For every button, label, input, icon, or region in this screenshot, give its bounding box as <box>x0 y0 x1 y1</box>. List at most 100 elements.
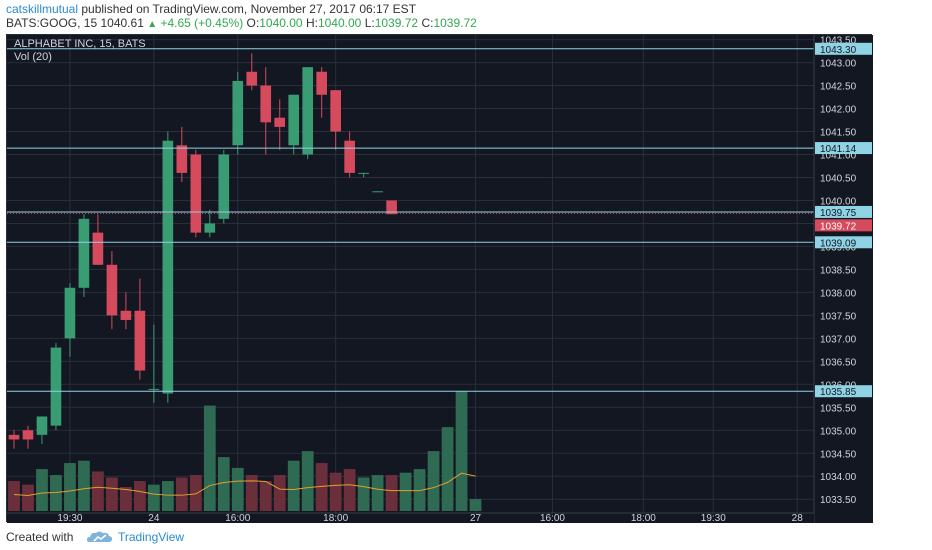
volume-bar <box>106 477 118 511</box>
symbol-label: BATS:GOOG, 15 <box>6 16 98 30</box>
price-tick-label: 1038.50 <box>820 265 857 276</box>
candle-body <box>372 191 383 193</box>
last-price: 1040.61 <box>100 16 144 30</box>
level-price-label: 1039.09 <box>820 238 857 249</box>
low-value: 1039.72 <box>374 16 419 30</box>
published-text: published on TradingView.com, November 2… <box>78 2 417 16</box>
candle-body <box>246 71 258 86</box>
volume-bar <box>357 477 370 511</box>
candle-body <box>120 310 132 320</box>
candle-body <box>78 218 90 288</box>
candle-body <box>50 347 62 426</box>
footer: Created with TradingView <box>0 526 932 550</box>
candle-body <box>36 416 48 435</box>
volume-bar <box>287 460 300 511</box>
candle-body <box>176 145 188 173</box>
candle-body <box>134 310 146 371</box>
volume-bar <box>217 457 230 511</box>
volume-bar <box>273 475 286 511</box>
price-tick-label: 1042.50 <box>820 82 857 93</box>
candle-body <box>218 154 230 219</box>
volume-bar <box>413 469 426 511</box>
up-arrow-icon: ▲ <box>147 19 158 30</box>
price-tick-label: 1038.00 <box>820 288 857 299</box>
high-value: 1040.00 <box>317 16 362 30</box>
level-price-label: 1043.30 <box>820 45 857 56</box>
candle-body <box>288 94 300 146</box>
price-tick-label: 1037.50 <box>820 311 857 322</box>
author-link[interactable]: catskillmutual <box>6 2 79 16</box>
volume-bar <box>231 467 244 511</box>
price-tick-label: 1035.00 <box>820 426 857 437</box>
volume-bar <box>343 469 356 511</box>
price-tick-label: 1037.00 <box>820 334 857 345</box>
volume-bar <box>399 472 412 511</box>
price-tick-label: 1041.00 <box>820 151 857 162</box>
last-price-label: 1039.72 <box>820 221 857 232</box>
volume-bar <box>245 475 258 511</box>
time-tick-label: 19:30 <box>701 513 726 523</box>
open-value: 1040.00 <box>259 16 303 30</box>
publish-line: catskillmutual published on TradingView.… <box>6 2 416 17</box>
time-axis-bg <box>7 513 814 523</box>
level-price-label-bg <box>815 236 872 249</box>
level-price-label: 1041.14 <box>820 144 857 155</box>
time-tick-label: 18:00 <box>323 513 348 523</box>
close-label: C: <box>421 16 434 30</box>
candle-body <box>162 140 174 394</box>
time-tick-label: 16:00 <box>540 513 565 523</box>
level-price-label: 1039.75 <box>820 208 857 219</box>
candle-body <box>274 117 286 127</box>
tradingview-brand[interactable]: TradingView <box>118 530 185 544</box>
time-tick-label: 27 <box>470 513 482 523</box>
ohlc-line: BATS:GOOG, 15 1040.61 ▲ +4.65 (+0.45%) O… <box>6 16 477 32</box>
price-tick-label: 1043.50 <box>820 36 857 47</box>
price-tick-label: 1034.50 <box>820 449 857 460</box>
volume-bar <box>175 477 188 511</box>
chart-panel[interactable]: 1043.50 1043.00 1042.50 1042.00 1041.50 1041.… <box>6 34 873 523</box>
high-label: H: <box>305 16 318 30</box>
level-price-label: 1035.85 <box>820 387 857 398</box>
volume-bar <box>189 475 202 511</box>
volume-bar <box>441 427 454 511</box>
time-tick-label: 24 <box>148 513 160 523</box>
price-tick-label: 1036.50 <box>820 357 857 368</box>
time-tick-label: 18:00 <box>631 513 656 523</box>
candle-body <box>302 67 314 155</box>
candle-body <box>386 200 397 215</box>
price-chart[interactable]: 1043.50 1043.00 1042.50 1042.00 1041.50 1041.… <box>7 35 873 523</box>
price-tick-label: 1035.50 <box>820 403 857 414</box>
volume-bar <box>64 463 76 511</box>
price-tick-label: 1040.50 <box>820 173 857 184</box>
volume-bar <box>371 475 384 511</box>
volume-bar <box>36 469 48 511</box>
level-price-label-bg <box>815 42 872 55</box>
volume-ma-line <box>13 472 476 497</box>
close-value: 1039.72 <box>433 16 477 30</box>
volume-indicator-label[interactable]: Vol (20) <box>14 51 52 63</box>
volume-bar <box>22 484 34 511</box>
volume-bar <box>92 471 104 511</box>
candle-body <box>358 172 369 174</box>
open-label: O: <box>246 16 260 30</box>
volume-bar <box>469 499 482 511</box>
change-value: +4.65 (+0.45%) <box>160 16 244 30</box>
candle-body <box>64 287 76 339</box>
volume-bar <box>147 484 160 511</box>
candle-body <box>22 430 34 440</box>
candle-body <box>330 90 341 132</box>
volume-bar <box>133 481 146 511</box>
price-tick-label: 1034.00 <box>820 472 857 483</box>
price-tick-label: 1041.50 <box>820 128 857 139</box>
low-label: L: <box>364 16 375 30</box>
price-axis-bg <box>814 35 873 523</box>
time-tick-label: 16:00 <box>225 513 250 523</box>
chart-title: ALPHABET INC, 15, BATS <box>14 38 146 50</box>
volume-bar <box>78 460 90 511</box>
level-price-label-bg <box>815 385 872 398</box>
candle-body <box>148 388 160 390</box>
time-tick-label: 28 <box>792 513 804 523</box>
level-price-label-bg <box>815 142 872 155</box>
created-with-text: Created with <box>6 530 74 544</box>
volume-bar <box>385 475 398 511</box>
